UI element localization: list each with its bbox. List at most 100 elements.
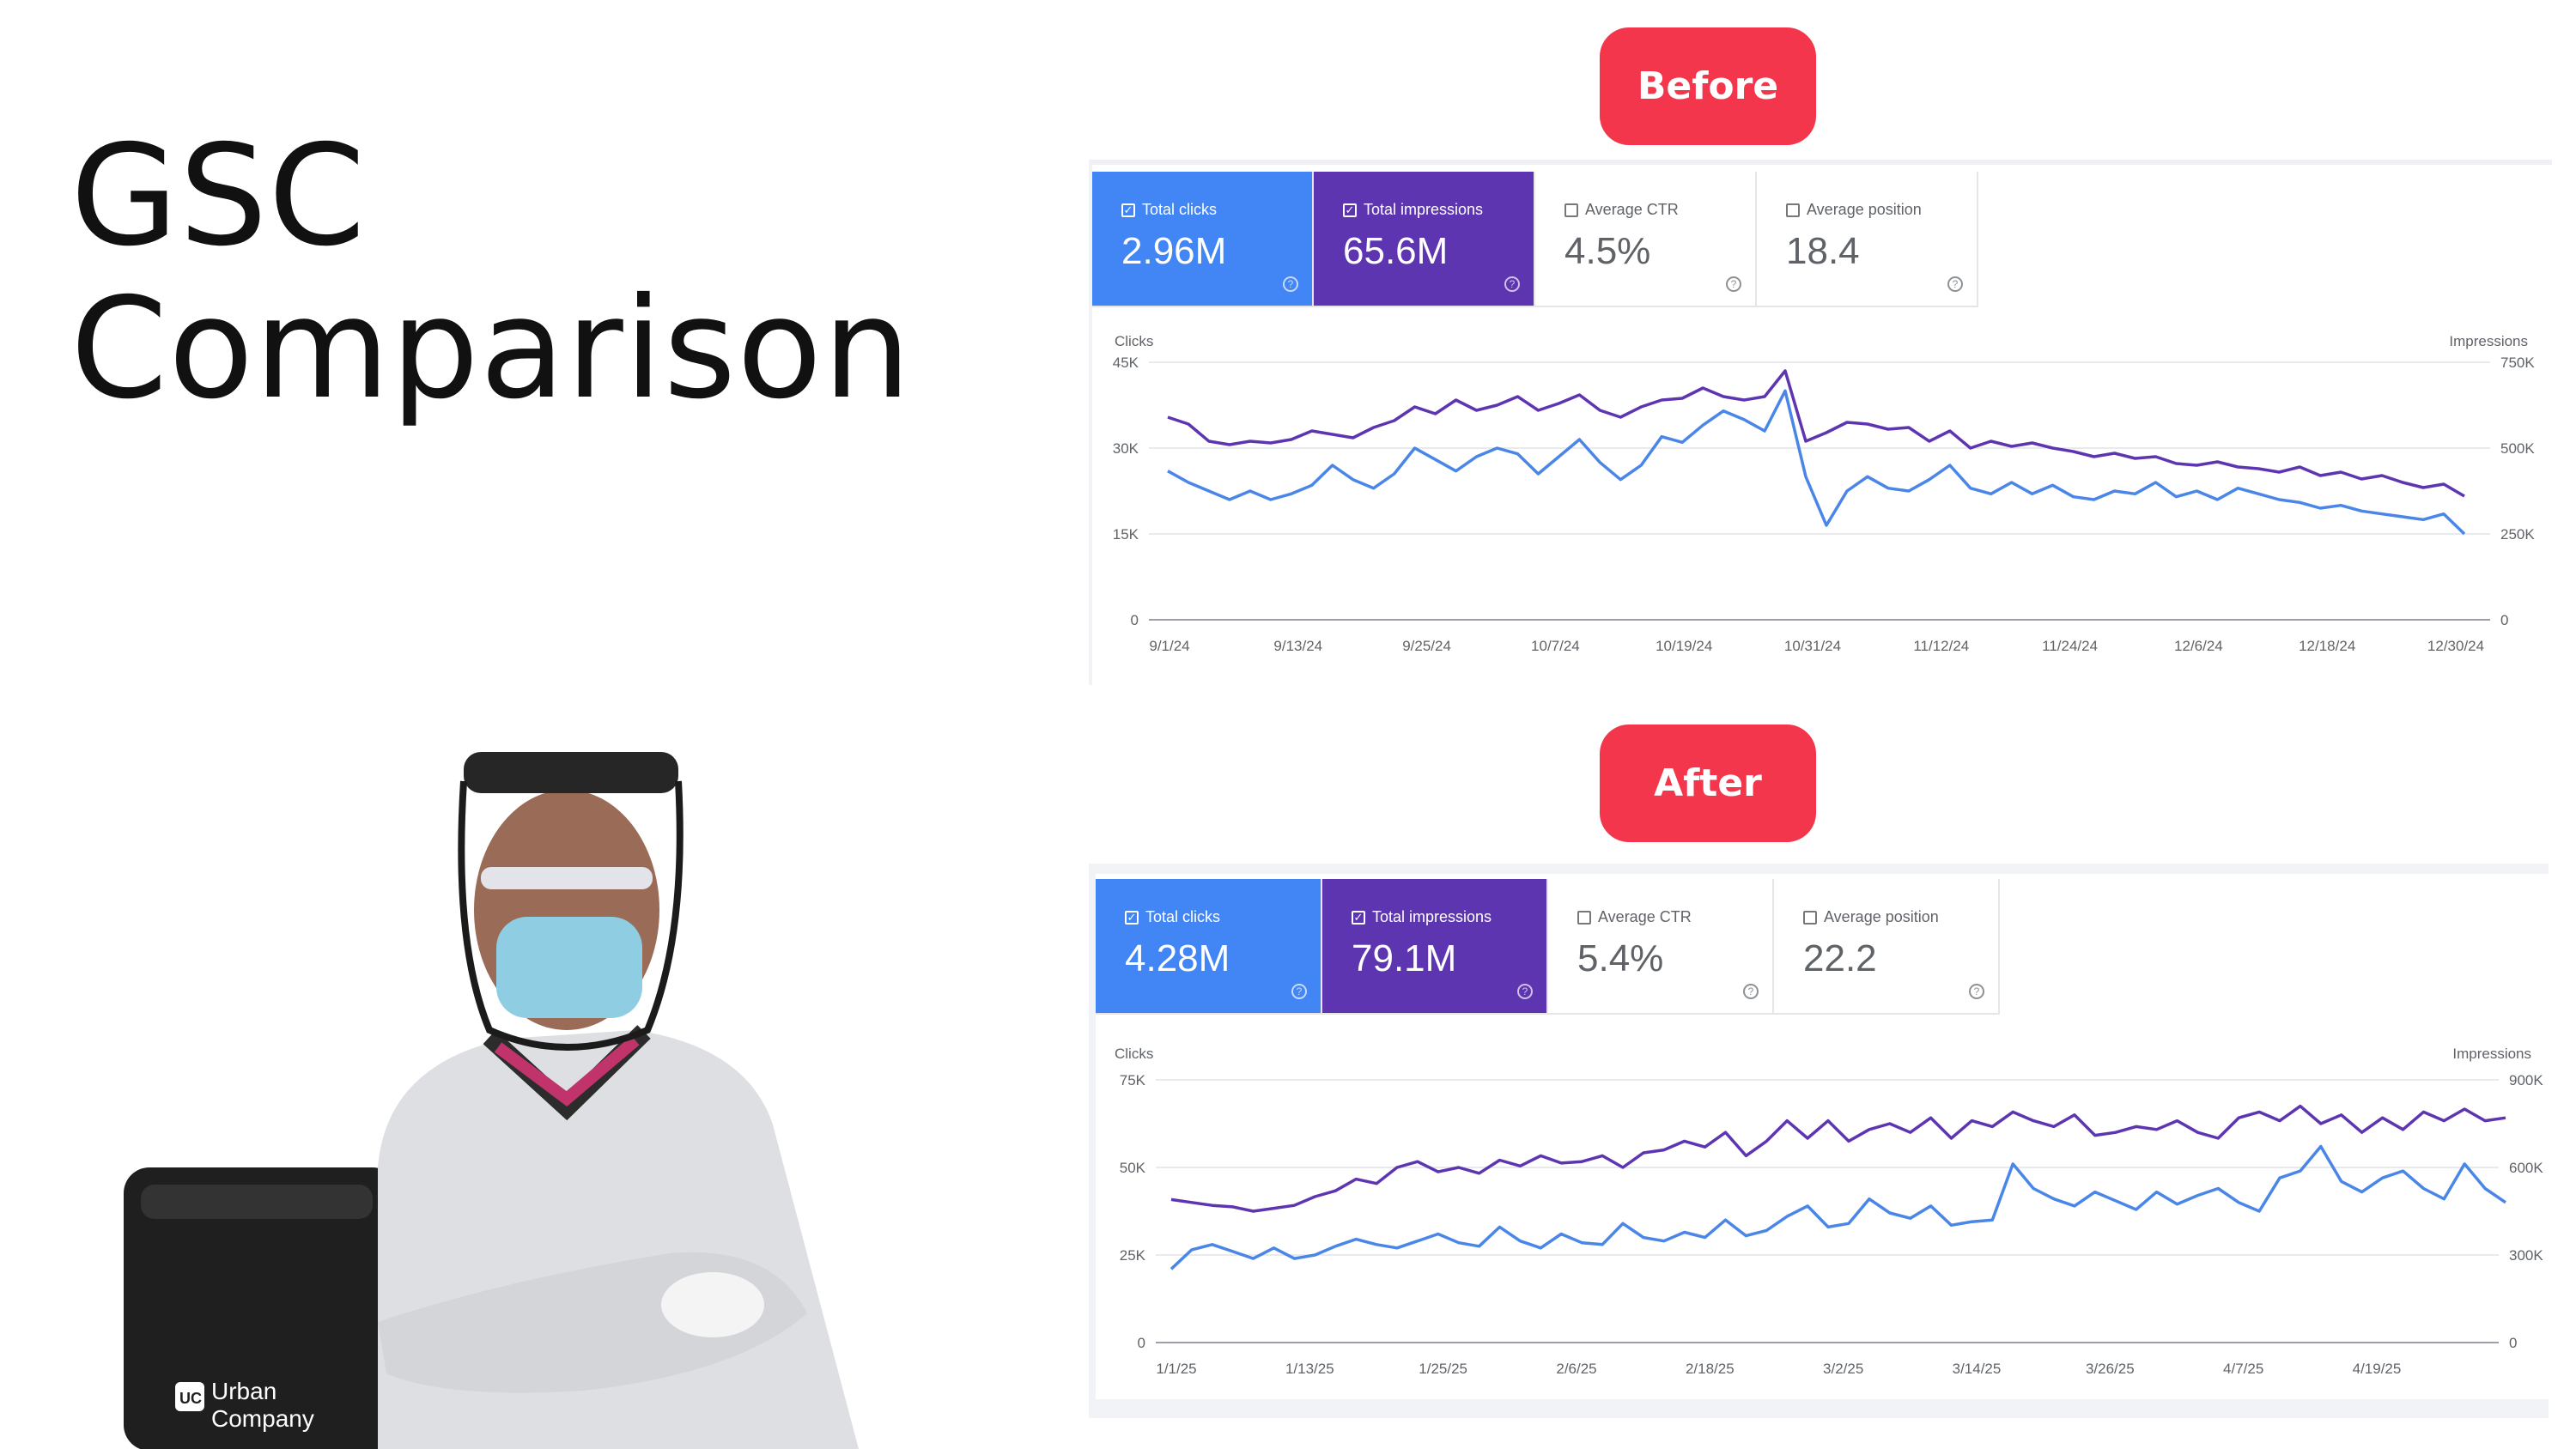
left-tick-label: 50K (1120, 1160, 1146, 1176)
x-tick-label: 11/12/24 (1913, 638, 1969, 654)
x-tick-label: 9/1/24 (1149, 638, 1189, 654)
slide-title-line2: Comparison (70, 269, 912, 430)
metric-label: Total impressions (1364, 201, 1484, 218)
help-icon[interactable]: ? (1504, 276, 1520, 292)
x-tick-label: 1/25/25 (1419, 1361, 1467, 1377)
metric-label: Total clicks (1145, 908, 1221, 925)
face-mask (496, 917, 642, 1018)
x-tick-label: 4/19/25 (2353, 1361, 2402, 1377)
slide-title: GSC Comparison (70, 120, 912, 426)
metric-label: Total clicks (1142, 201, 1218, 218)
metric-label: Average position (1824, 908, 1939, 925)
clicks-series-line (1170, 1144, 2506, 1270)
technician-photo: UC Urban Company (124, 752, 859, 1449)
right-tick-label: 0 (2500, 612, 2508, 628)
help-icon[interactable]: ? (1969, 984, 1984, 999)
checkbox-checked-icon[interactable]: ✓ (1352, 910, 1365, 925)
checkbox-checked-icon[interactable]: ✓ (1121, 203, 1135, 217)
x-tick-label: 11/24/24 (2042, 638, 2098, 654)
right-axis-title: Impressions (2449, 333, 2528, 349)
impressions-series-line (1167, 369, 2465, 498)
backpack (124, 1167, 398, 1449)
right-tick-label: 500K (2500, 440, 2535, 457)
x-tick-label: 12/30/24 (2427, 638, 2484, 654)
x-tick-label: 3/26/25 (2086, 1361, 2135, 1377)
x-tick-label: 12/6/24 (2174, 638, 2223, 654)
metric-average-position[interactable]: Average position 22.2 ? (1774, 879, 2000, 1015)
right-tick-label: 300K (2509, 1247, 2543, 1264)
help-icon[interactable]: ? (1291, 984, 1307, 999)
x-tick-label: 1/13/25 (1285, 1361, 1334, 1377)
left-axis-title: Clicks (1115, 1046, 1154, 1062)
metric-value: 4.28M (1125, 937, 1230, 979)
after-label: After (1600, 724, 1816, 842)
before-performance-chart: 45K 750K 30K 500K 15K 250K 0 0 9/1/24 9/13/24 9/25… (1113, 355, 2536, 654)
clicks-series-line (1167, 389, 2466, 536)
x-tick-label: 3/2/25 (1823, 1361, 1863, 1377)
left-axis-title: Clicks (1115, 333, 1154, 349)
backpack-logo-line1: Urban (211, 1378, 276, 1404)
metric-label: Average CTR (1585, 201, 1679, 218)
visor-band (464, 752, 678, 793)
x-tick-label: 12/18/24 (2299, 638, 2355, 654)
right-tick-label: 900K (2509, 1072, 2543, 1088)
right-axis-title: Impressions (2452, 1046, 2531, 1062)
metric-average-ctr[interactable]: Average CTR 4.5% ? (1535, 172, 1757, 307)
x-tick-label: 9/13/24 (1273, 638, 1322, 654)
help-icon[interactable]: ? (1743, 984, 1759, 999)
metric-label: Average position (1807, 201, 1922, 218)
x-tick-label: 1/1/25 (1156, 1361, 1196, 1377)
metric-total-clicks[interactable]: ✓ Total clicks 2.96M ? (1092, 172, 1314, 307)
metric-value: 4.5% (1564, 230, 1651, 272)
right-tick-label: 600K (2509, 1160, 2543, 1176)
left-tick-label: 30K (1113, 440, 1139, 457)
metric-value: 5.4% (1577, 937, 1664, 979)
left-tick-label: 25K (1120, 1247, 1146, 1264)
metric-average-ctr[interactable]: Average CTR 5.4% ? (1548, 879, 1774, 1015)
after-performance-chart: 75K 900K 50K 600K 25K 300K 0 0 1/1/25 1/13/25 1/25… (1120, 1072, 2544, 1377)
slide-title-line1: GSC (70, 116, 367, 277)
help-icon[interactable]: ? (1517, 984, 1533, 999)
metric-value: 22.2 (1803, 937, 1877, 979)
x-tick-label: 2/6/25 (1556, 1361, 1596, 1377)
metric-value: 65.6M (1343, 230, 1449, 272)
help-icon[interactable]: ? (1726, 276, 1741, 292)
metric-average-position[interactable]: Average position 18.4 ? (1757, 172, 1978, 307)
checkbox-checked-icon[interactable]: ✓ (1343, 203, 1357, 217)
x-tick-label: 3/14/25 (1953, 1361, 2002, 1377)
metric-value: 79.1M (1352, 937, 1457, 979)
after-search-console-panel: ✓ Total clicks 4.28M ? ✓ Total impressions… (1089, 864, 2549, 1418)
left-tick-label: 45K (1113, 355, 1139, 371)
checkbox-unchecked-icon[interactable] (1803, 910, 1817, 925)
face-shield (458, 780, 683, 1051)
backpack-logo-line2: Company (211, 1405, 314, 1432)
checkbox-unchecked-icon[interactable] (1577, 910, 1591, 925)
right-tick-label: 750K (2500, 355, 2535, 371)
left-tick-label: 0 (1131, 612, 1139, 628)
help-icon[interactable]: ? (1947, 276, 1963, 292)
backpack-logo-uc: UC (179, 1390, 202, 1407)
before-label: Before (1600, 27, 1816, 145)
metric-total-impressions[interactable]: ✓ Total impressions 79.1M ? (1322, 879, 1548, 1015)
x-tick-label: 9/25/24 (1402, 638, 1451, 654)
metric-label: Total impressions (1372, 908, 1492, 925)
left-tick-label: 75K (1120, 1072, 1146, 1088)
metric-total-impressions[interactable]: ✓ Total impressions 65.6M ? (1314, 172, 1535, 307)
x-tick-label: 10/19/24 (1656, 638, 1712, 654)
x-tick-label: 10/31/24 (1784, 638, 1841, 654)
checkbox-unchecked-icon[interactable] (1786, 203, 1800, 217)
help-icon[interactable]: ? (1283, 276, 1298, 292)
checkbox-unchecked-icon[interactable] (1564, 203, 1578, 217)
metric-total-clicks[interactable]: ✓ Total clicks 4.28M ? (1096, 879, 1322, 1015)
right-tick-label: 250K (2500, 526, 2535, 543)
metric-value: 18.4 (1786, 230, 1860, 272)
impressions-series-line (1170, 1104, 2506, 1213)
x-tick-label: 4/7/25 (2223, 1361, 2263, 1377)
x-tick-label: 2/18/25 (1686, 1361, 1735, 1377)
left-tick-label: 0 (1138, 1335, 1145, 1351)
checkbox-checked-icon[interactable]: ✓ (1125, 910, 1139, 925)
right-tick-label: 0 (2509, 1335, 2517, 1351)
x-tick-label: 10/7/24 (1531, 638, 1580, 654)
left-tick-label: 15K (1113, 526, 1139, 543)
metric-label: Average CTR (1598, 908, 1692, 925)
